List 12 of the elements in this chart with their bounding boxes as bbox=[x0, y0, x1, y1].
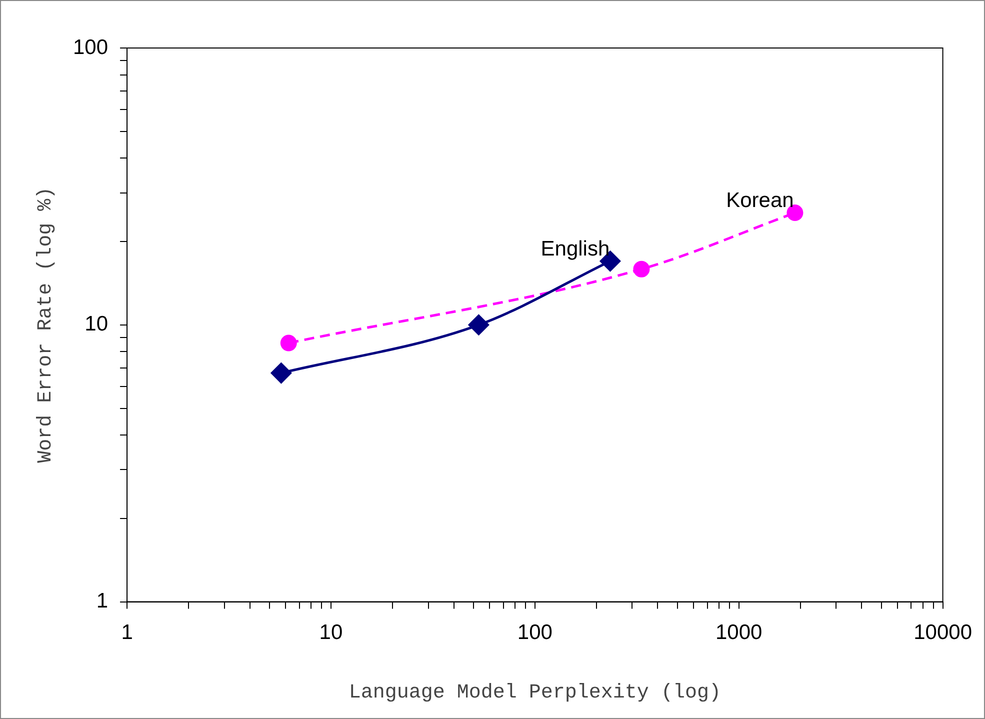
y-tick-label: 1 bbox=[96, 590, 108, 613]
series-label: Korean bbox=[726, 189, 794, 212]
x-tick-label: 10 bbox=[319, 621, 343, 644]
y-tick-label: 100 bbox=[72, 36, 108, 59]
y-tick-label: 10 bbox=[84, 312, 108, 336]
x-tick-label: 100 bbox=[517, 621, 552, 644]
series-label: English bbox=[540, 237, 610, 260]
x-axis-title: Language Model Perplexity (log) bbox=[348, 681, 721, 704]
x-tick-label: 1 bbox=[121, 621, 133, 644]
y-axis-title: Word Error Rate (log %) bbox=[34, 186, 58, 463]
x-tick-label: 1000 bbox=[716, 621, 762, 644]
x-tick-label: 10000 bbox=[914, 621, 972, 644]
